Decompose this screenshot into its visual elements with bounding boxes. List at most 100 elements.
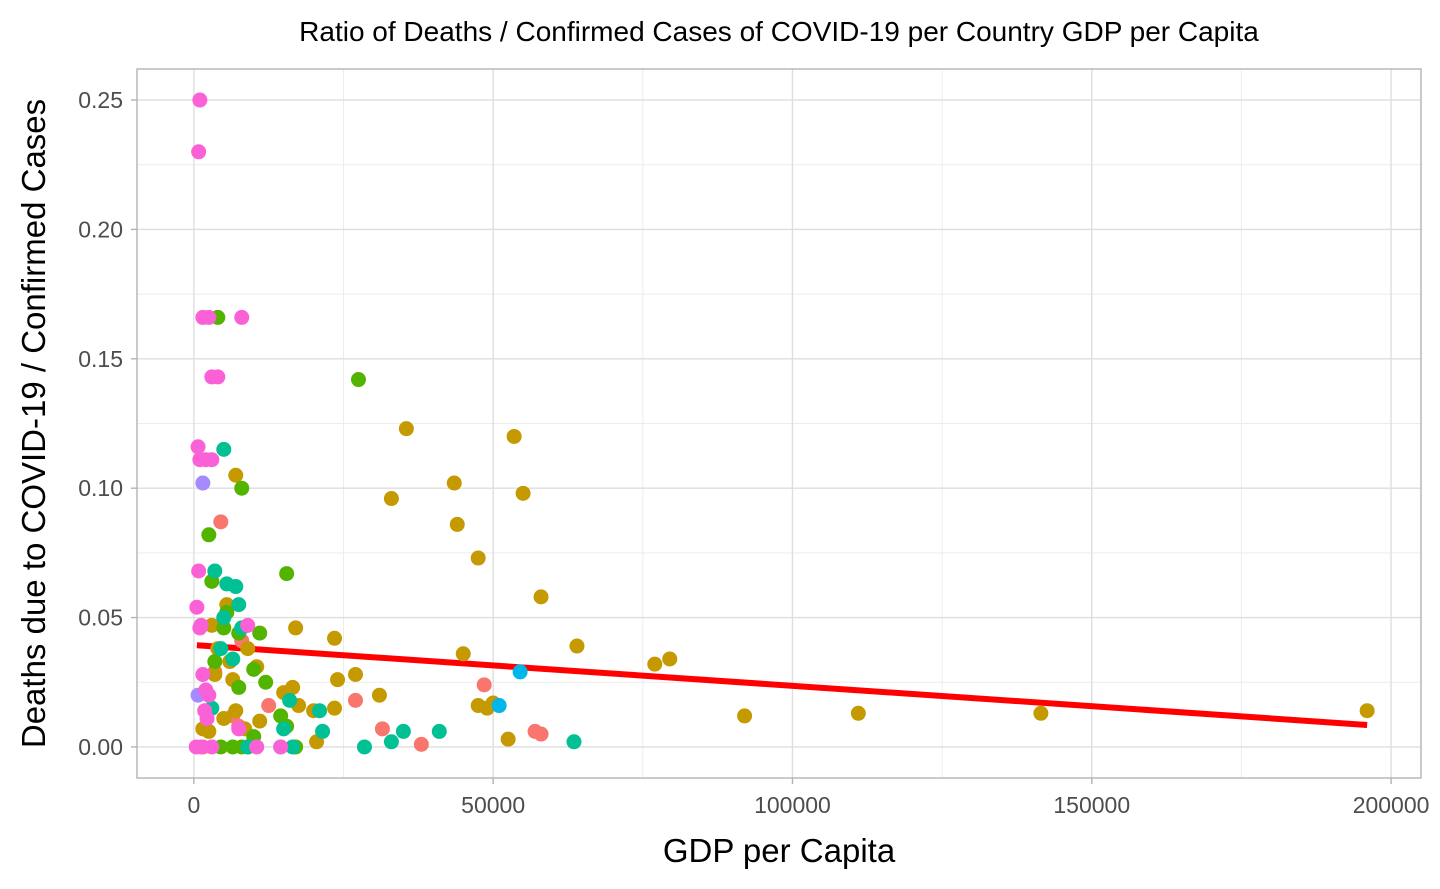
data-point <box>190 439 206 455</box>
data-point <box>413 736 429 752</box>
data-point <box>252 625 268 641</box>
data-point <box>533 589 549 605</box>
data-point <box>566 734 582 750</box>
data-point <box>240 617 256 633</box>
y-tick-label: 0.20 <box>78 216 123 242</box>
data-point <box>850 705 866 721</box>
ticks-layer: 0 50000 100000 150000 200000 0.00 0.05 0.10 0.15… <box>78 87 1429 818</box>
data-point <box>276 721 292 737</box>
data-point <box>216 610 232 626</box>
data-point <box>192 92 208 108</box>
data-point <box>199 710 215 726</box>
data-point <box>231 679 247 695</box>
data-point <box>201 309 217 325</box>
data-point <box>204 452 220 468</box>
x-tick-label: 0 <box>187 792 200 818</box>
data-point <box>204 739 220 755</box>
trend-line <box>196 642 1368 728</box>
data-point <box>515 485 531 501</box>
data-point <box>246 661 262 677</box>
data-point <box>195 666 211 682</box>
data-point <box>201 527 217 543</box>
y-tick-label: 0.15 <box>78 346 123 372</box>
data-point <box>213 641 229 657</box>
data-point <box>189 599 205 615</box>
data-point <box>395 723 411 739</box>
data-point <box>315 723 331 739</box>
data-point <box>512 664 528 680</box>
data-point <box>216 441 232 457</box>
data-point <box>201 687 217 703</box>
x-tick-label: 100000 <box>754 792 831 818</box>
data-point <box>216 620 232 636</box>
data-point <box>207 563 223 579</box>
data-point <box>234 309 250 325</box>
data-point <box>350 372 366 388</box>
data-point <box>347 666 363 682</box>
data-point <box>273 739 289 755</box>
data-point <box>356 739 372 755</box>
data-point <box>398 421 414 437</box>
data-point <box>195 475 211 491</box>
data-point <box>216 710 232 726</box>
data-point <box>191 144 207 160</box>
data-point <box>225 651 241 667</box>
trend-line-layer <box>196 642 1368 728</box>
data-point <box>383 491 399 507</box>
data-point <box>431 723 447 739</box>
data-point <box>207 654 223 670</box>
data-point <box>500 731 516 747</box>
data-point <box>506 428 522 444</box>
data-point <box>383 734 399 750</box>
x-axis-title: GDP per Capita <box>663 832 896 869</box>
x-tick-label: 200000 <box>1353 792 1430 818</box>
data-point <box>261 698 277 714</box>
data-point <box>446 475 462 491</box>
data-point <box>470 550 486 566</box>
data-point <box>449 516 465 532</box>
data-point <box>213 514 229 530</box>
data-point <box>191 563 207 579</box>
data-point <box>533 726 549 742</box>
data-point <box>204 617 220 633</box>
data-point <box>371 687 387 703</box>
x-tick-label: 50000 <box>461 792 525 818</box>
data-point <box>476 677 492 693</box>
data-point <box>330 672 346 688</box>
data-point <box>1359 703 1375 719</box>
data-point <box>210 369 226 385</box>
data-point <box>1033 705 1049 721</box>
data-point <box>231 597 247 613</box>
data-point <box>569 638 585 654</box>
data-point <box>193 739 209 755</box>
data-point <box>240 641 256 657</box>
data-point <box>225 739 241 755</box>
data-point <box>279 566 295 582</box>
data-point <box>252 713 268 729</box>
data-point <box>327 700 343 716</box>
plot-panel-border <box>136 68 1422 779</box>
data-point <box>347 692 363 708</box>
data-point <box>228 703 244 719</box>
data-point <box>234 480 250 496</box>
data-point <box>228 579 244 595</box>
points-layer <box>188 92 1375 755</box>
data-point <box>288 620 304 636</box>
y-tick-label: 0.25 <box>78 87 123 113</box>
chart-title: Ratio of Deaths / Confirmed Cases of COV… <box>299 16 1259 47</box>
data-point <box>285 679 301 695</box>
data-point <box>193 617 209 633</box>
data-point <box>737 708 753 724</box>
data-point <box>282 692 298 708</box>
data-point <box>647 656 663 672</box>
data-point <box>374 721 390 737</box>
y-axis-title: Deaths due to COVID-19 / Confirmed Cases <box>15 99 52 748</box>
data-point <box>258 674 274 690</box>
y-tick-label: 0.00 <box>78 734 123 760</box>
data-point <box>207 666 223 682</box>
x-tick-label: 150000 <box>1053 792 1130 818</box>
data-point <box>455 646 471 662</box>
data-point <box>228 467 244 483</box>
data-point <box>231 721 247 737</box>
